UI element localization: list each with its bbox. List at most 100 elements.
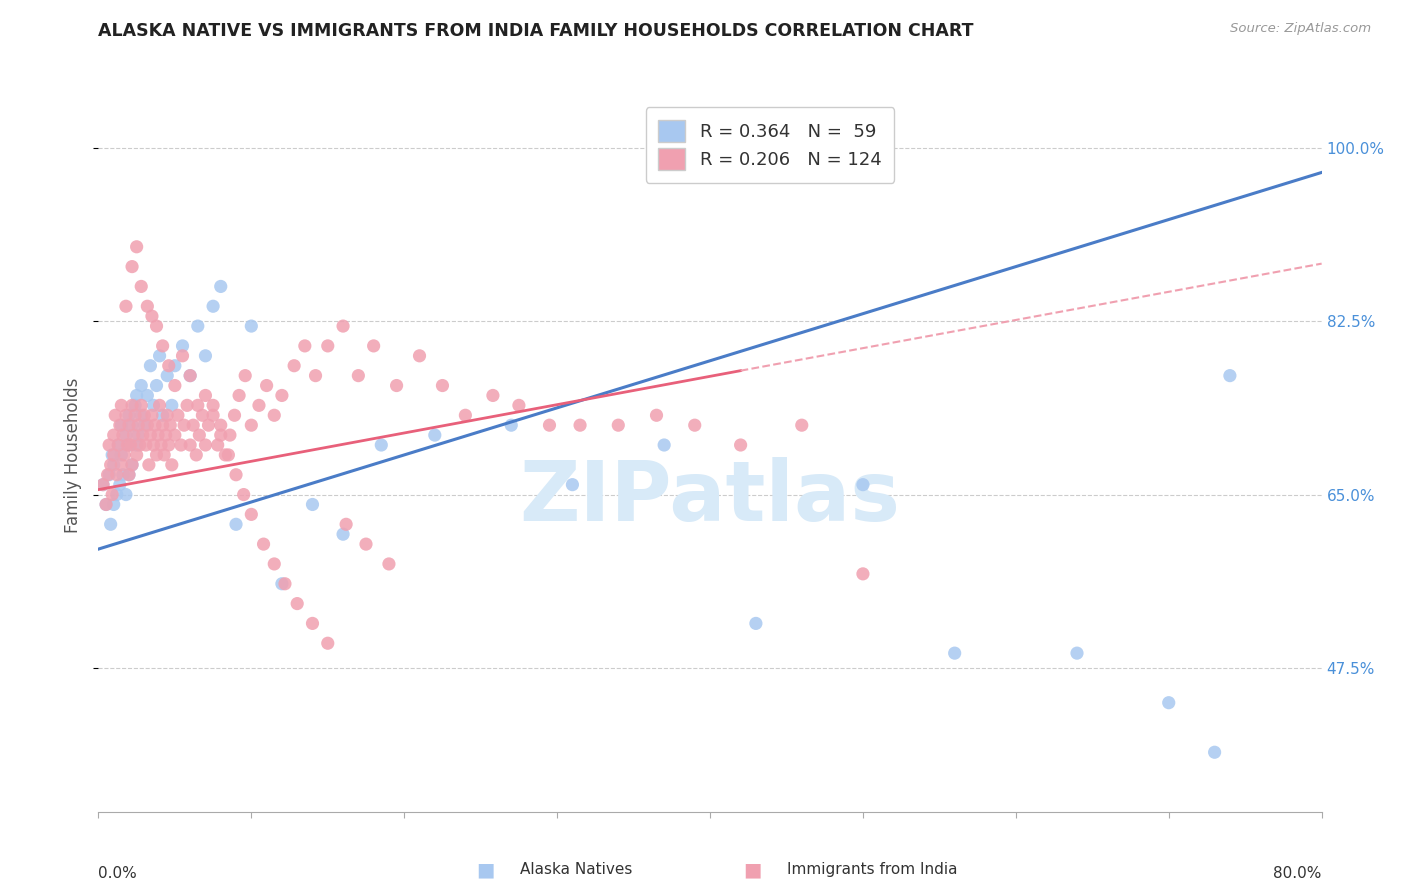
Point <box>156 368 179 383</box>
Point <box>98 438 121 452</box>
Point <box>134 409 156 423</box>
Point <box>167 409 190 423</box>
Point <box>683 418 706 433</box>
Point <box>110 458 132 472</box>
Text: Source: ZipAtlas.com: Source: ZipAtlas.com <box>1230 22 1371 36</box>
Point <box>301 616 323 631</box>
Point <box>111 428 134 442</box>
Point <box>363 339 385 353</box>
Point <box>209 279 232 293</box>
Point <box>110 398 132 412</box>
Text: Immigrants from India: Immigrants from India <box>787 863 957 877</box>
Point <box>263 409 285 423</box>
Point <box>163 428 186 442</box>
Point <box>274 576 297 591</box>
Point <box>186 448 208 462</box>
Point <box>136 388 159 402</box>
Point <box>179 368 201 383</box>
Point <box>122 428 145 442</box>
Point <box>100 517 122 532</box>
Point <box>233 368 256 383</box>
Point <box>354 537 377 551</box>
Point <box>125 448 148 462</box>
Point <box>408 349 430 363</box>
Point <box>132 428 155 442</box>
Point <box>209 418 232 433</box>
Point <box>217 448 239 462</box>
Point <box>128 438 150 452</box>
Point <box>270 388 292 402</box>
Y-axis label: Family Households: Family Households <box>65 377 83 533</box>
Point <box>247 398 270 412</box>
Point <box>202 398 225 412</box>
Point <box>136 418 159 433</box>
Point <box>118 438 141 452</box>
Point <box>173 418 195 433</box>
Point <box>97 467 120 482</box>
Point <box>172 349 194 363</box>
Point <box>143 418 166 433</box>
Point <box>332 319 354 334</box>
Point <box>105 467 128 482</box>
Point <box>98 467 121 482</box>
Text: ■: ■ <box>475 860 495 880</box>
Point <box>790 418 813 433</box>
Point <box>423 428 446 442</box>
Point <box>852 566 875 581</box>
Point <box>103 458 125 472</box>
Point <box>110 418 132 433</box>
Point <box>145 378 167 392</box>
Point <box>256 378 278 392</box>
Point <box>263 557 285 571</box>
Point <box>139 359 162 373</box>
Point <box>146 428 169 442</box>
Point <box>370 438 392 452</box>
Point <box>240 319 263 334</box>
Point <box>225 467 247 482</box>
Point <box>187 398 209 412</box>
Point <box>304 368 326 383</box>
Point <box>118 467 141 482</box>
Point <box>335 517 357 532</box>
Point <box>385 378 408 392</box>
Point <box>118 409 141 423</box>
Point <box>1157 696 1180 710</box>
Point <box>157 359 180 373</box>
Point <box>1204 745 1226 759</box>
Point <box>129 279 152 293</box>
Point <box>194 349 217 363</box>
Point <box>316 636 339 650</box>
Point <box>101 448 124 462</box>
Point <box>652 438 675 452</box>
Point <box>136 299 159 313</box>
Point <box>125 438 148 452</box>
Point <box>252 537 274 551</box>
Point <box>852 477 875 491</box>
Point <box>228 388 250 402</box>
Point <box>101 487 124 501</box>
Legend: R = 0.364   N =  59, R = 0.206   N = 124: R = 0.364 N = 59, R = 0.206 N = 124 <box>645 107 894 183</box>
Point <box>332 527 354 541</box>
Point <box>194 388 217 402</box>
Point <box>501 418 523 433</box>
Point <box>156 409 179 423</box>
Point <box>118 418 141 433</box>
Point <box>202 299 225 313</box>
Point <box>149 398 172 412</box>
Point <box>134 418 156 433</box>
Point <box>569 418 592 433</box>
Point <box>127 418 149 433</box>
Point <box>232 487 254 501</box>
Point <box>240 508 263 522</box>
Point <box>150 438 173 452</box>
Point <box>730 438 752 452</box>
Point <box>561 477 583 491</box>
Point <box>121 458 143 472</box>
Point <box>111 467 134 482</box>
Point <box>160 398 183 412</box>
Point <box>270 576 292 591</box>
Point <box>225 517 247 532</box>
Text: Alaska Natives: Alaska Natives <box>520 863 633 877</box>
Point <box>155 428 177 442</box>
Point <box>508 398 530 412</box>
